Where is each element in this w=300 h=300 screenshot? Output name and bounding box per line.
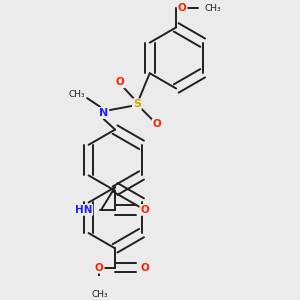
Text: O: O [95, 262, 104, 273]
Text: O: O [178, 3, 187, 13]
Text: O: O [140, 205, 149, 215]
Text: CH₃: CH₃ [204, 4, 221, 13]
Text: O: O [140, 262, 149, 273]
Text: N: N [99, 108, 108, 118]
Text: CH₃: CH₃ [91, 290, 108, 299]
Text: HN: HN [75, 205, 92, 215]
Text: O: O [153, 119, 161, 129]
Text: S: S [133, 99, 141, 109]
Text: O: O [116, 77, 125, 87]
Text: CH₃: CH₃ [68, 90, 85, 99]
